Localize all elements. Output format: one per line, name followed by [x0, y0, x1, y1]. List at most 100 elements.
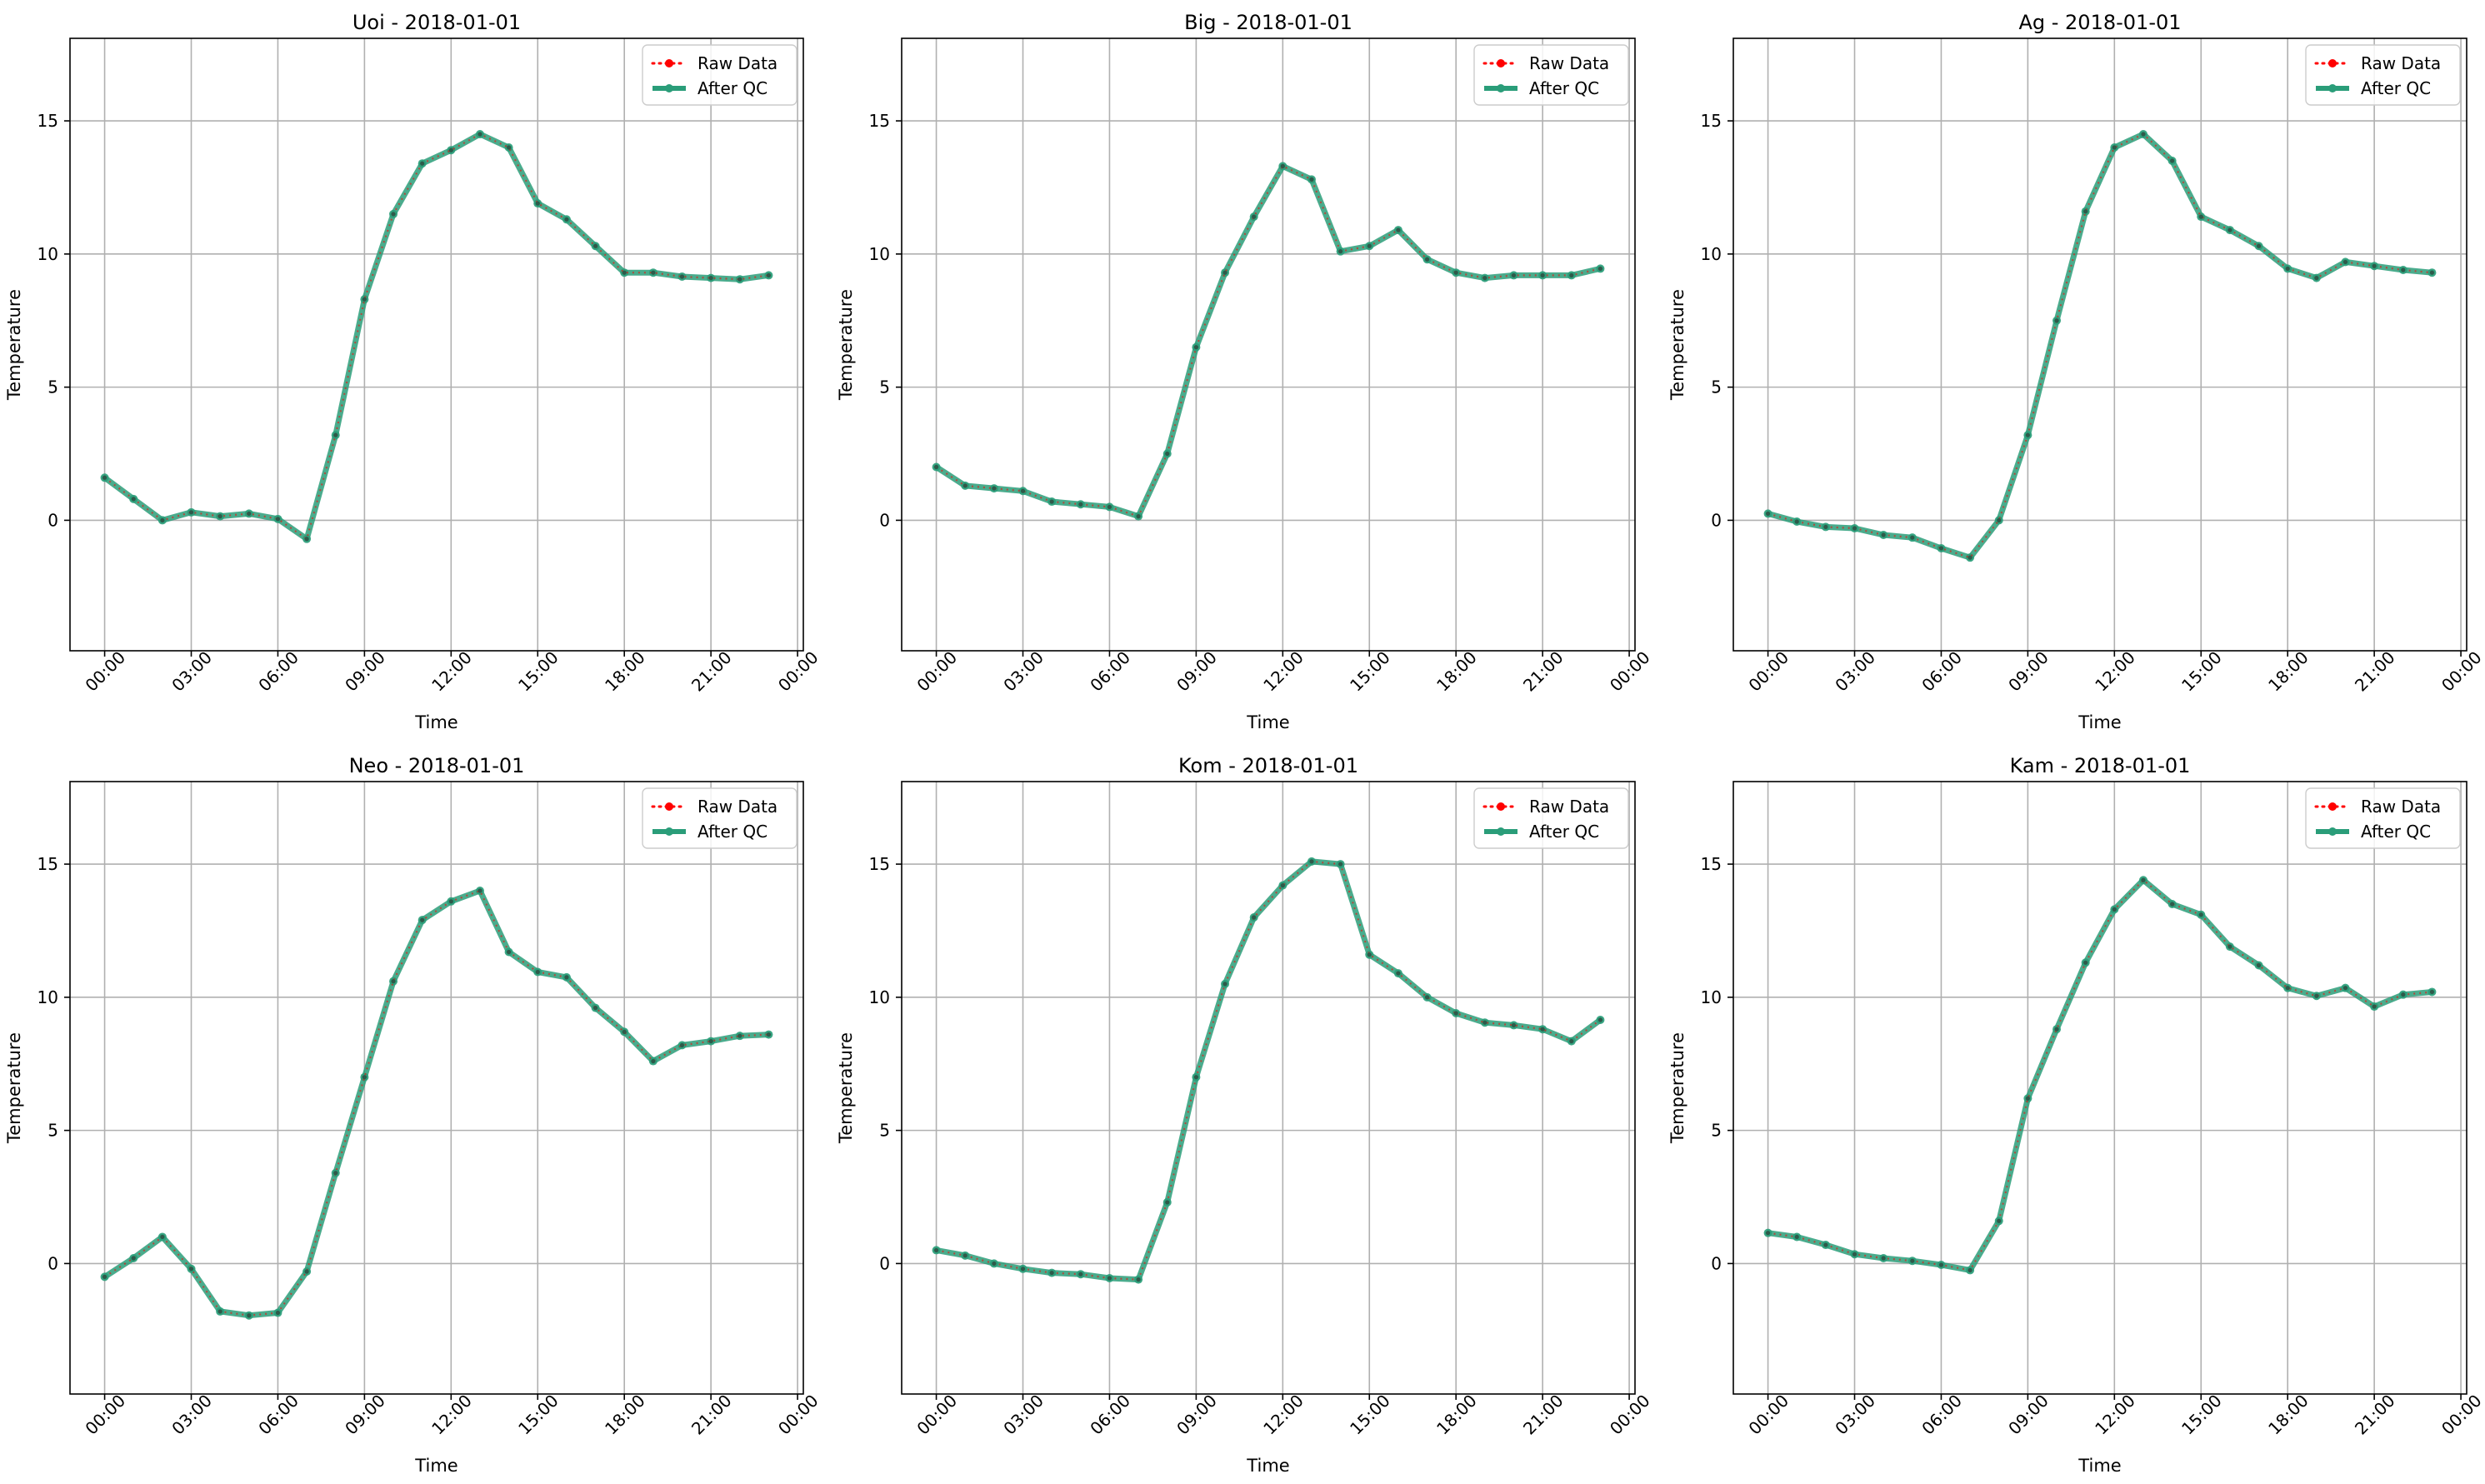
legend-after-qc-label: After QC	[1529, 78, 1599, 98]
raw-data-point	[160, 517, 165, 523]
raw-data-point	[2170, 158, 2175, 163]
chart-title: Uoi - 2018-01-01	[352, 11, 521, 34]
y-tick-label: 5	[879, 1121, 890, 1141]
raw-data-point	[1794, 1234, 1799, 1240]
series-line-after-qc	[1765, 877, 2435, 1273]
raw-data-point	[738, 277, 742, 282]
y-axis-label: Temperature	[4, 1032, 24, 1144]
raw-data-point	[333, 432, 338, 437]
plot-frame	[1732, 781, 2468, 1395]
legend-raw-data-label: Raw Data	[698, 797, 778, 817]
raw-data-point	[2401, 267, 2406, 272]
raw-data-point	[1078, 1272, 1083, 1277]
y-tick-label: 5	[48, 377, 58, 397]
y-tick-label: 0	[879, 510, 890, 530]
raw-data-point	[2342, 986, 2348, 991]
raw-data-point	[1938, 1262, 1944, 1267]
raw-data-point	[2228, 227, 2232, 232]
y-tick-label: 5	[1711, 1121, 1722, 1141]
series-line-after-qc	[102, 131, 772, 542]
series-line-raw-data	[103, 132, 769, 541]
raw-data-point	[992, 1261, 997, 1267]
series-line-raw-data	[104, 889, 769, 1317]
raw-data-point	[2083, 960, 2088, 965]
raw-data-point	[1823, 524, 1828, 530]
x-axis-label: Time	[1246, 712, 1289, 732]
raw-data-point	[992, 486, 997, 491]
raw-data-point	[1540, 1027, 1545, 1032]
raw-data-point	[738, 1033, 742, 1038]
y-tick-label: 15	[1701, 854, 1722, 874]
legend-after-qc-label: After QC	[2361, 822, 2431, 842]
legend-raw-data-marker	[1497, 59, 1505, 67]
raw-data-point	[1482, 1020, 1488, 1025]
raw-data-point	[651, 270, 656, 275]
y-tick-label: 10	[38, 987, 58, 1007]
raw-data-point	[391, 212, 396, 217]
raw-data-point	[592, 243, 598, 248]
legend-after-qc-marker	[2328, 827, 2337, 836]
raw-data-point	[766, 272, 772, 278]
legend-after-qc-marker	[1497, 827, 1505, 836]
series-line-raw-data	[1768, 132, 2432, 559]
raw-data-point	[679, 274, 685, 279]
raw-data-point	[962, 1253, 968, 1258]
raw-data-point	[1938, 546, 1944, 551]
raw-data-point	[933, 464, 939, 470]
chart-title: Ag - 2018-01-01	[2018, 11, 2181, 34]
series-line-raw-data	[936, 164, 1601, 517]
raw-data-point	[1222, 270, 1228, 275]
x-axis-label: Time	[1246, 1456, 1289, 1476]
raw-data-point	[362, 297, 367, 302]
y-tick-label: 15	[1701, 111, 1722, 131]
raw-data-point	[131, 497, 136, 502]
raw-data-point	[2054, 1027, 2059, 1032]
raw-data-point	[535, 969, 540, 975]
raw-data-point	[420, 917, 425, 922]
series-line-after-qc	[102, 887, 772, 1319]
raw-data-point	[2372, 1004, 2377, 1009]
legend-raw-data-label: Raw Data	[2361, 53, 2441, 73]
y-tick-label: 10	[1701, 987, 1722, 1007]
raw-data-point	[1252, 915, 1257, 920]
raw-data-point	[2285, 986, 2290, 991]
raw-data-point	[1280, 163, 1285, 168]
x-axis-label: Time	[414, 1456, 458, 1476]
raw-data-point	[2256, 962, 2262, 968]
raw-data-point	[592, 1006, 598, 1011]
raw-data-point	[1396, 971, 1401, 976]
raw-data-point	[2054, 318, 2059, 323]
legend-raw-data-label: Raw Data	[1529, 53, 1609, 73]
raw-data-point	[766, 1032, 772, 1037]
raw-data-point	[1482, 276, 1488, 281]
y-tick-label: 0	[1711, 1253, 1722, 1273]
y-tick-label: 10	[1701, 244, 1722, 264]
series-line-raw-data	[936, 860, 1602, 1281]
raw-data-point	[2429, 989, 2435, 995]
raw-data-point	[2228, 944, 2232, 949]
legend-raw-data-marker	[1497, 802, 1505, 811]
raw-data-point	[1280, 883, 1285, 888]
plot-frame	[901, 37, 1636, 652]
raw-data-point	[1598, 1017, 1603, 1022]
raw-data-point	[304, 1269, 309, 1274]
chart-title: Big - 2018-01-01	[1184, 11, 1352, 34]
raw-data-point	[2314, 276, 2319, 281]
raw-data-point	[564, 975, 569, 980]
raw-data-point	[1107, 504, 1112, 510]
y-tick-label: 0	[48, 1253, 58, 1273]
raw-data-point	[507, 145, 512, 150]
raw-data-point	[247, 1313, 252, 1318]
legend-after-qc-label: After QC	[2361, 78, 2431, 98]
raw-data-point	[188, 1267, 194, 1272]
legend-after-qc-marker	[2328, 84, 2337, 92]
raw-data-point	[1569, 272, 1574, 278]
raw-data-point	[275, 1310, 281, 1316]
y-tick-label: 15	[38, 854, 58, 874]
legend-raw-data-marker	[665, 59, 673, 67]
